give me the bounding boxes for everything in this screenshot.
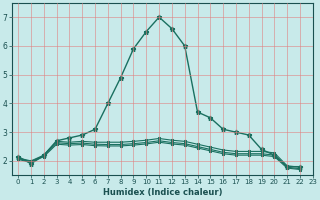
X-axis label: Humidex (Indice chaleur): Humidex (Indice chaleur) bbox=[102, 188, 222, 197]
